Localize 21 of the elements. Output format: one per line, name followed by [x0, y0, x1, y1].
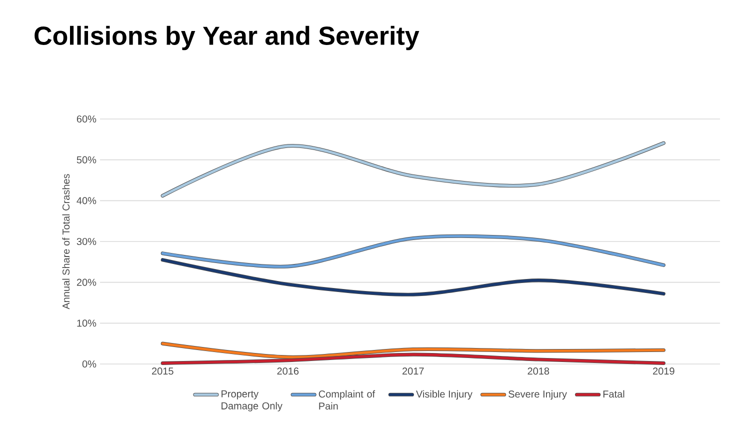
legend-label: Visible Injury	[416, 390, 472, 400]
y-tick-label: 20%	[76, 278, 96, 286]
legend-label: Complaint of Pain	[318, 390, 376, 410]
chart-title: Collisions by Year and Severity	[34, 26, 420, 50]
legend-label: Property Damage Only	[222, 390, 282, 412]
y-axis-title: Annual Share of Total Crashes	[62, 174, 70, 310]
y-tick-label: 30%	[76, 238, 96, 246]
x-tick-label: 2016	[277, 368, 299, 375]
x-tick-label: 2019	[653, 368, 674, 375]
x-tick-label: 2015	[152, 368, 174, 375]
x-tick-label: 2018	[528, 368, 550, 375]
line-series	[160, 258, 666, 296]
legend-label: Severe Injury	[508, 390, 567, 400]
y-tick-label: 40%	[76, 197, 96, 204]
y-tick-label: 10%	[77, 320, 96, 327]
y-tick-label: 0%	[82, 360, 96, 368]
y-tick-label: 60%	[76, 115, 96, 123]
y-tick-label: 50%	[76, 156, 96, 164]
line-series	[160, 141, 666, 198]
x-tick-label: 2017	[402, 368, 424, 375]
legend-label: Fatal	[603, 390, 624, 398]
